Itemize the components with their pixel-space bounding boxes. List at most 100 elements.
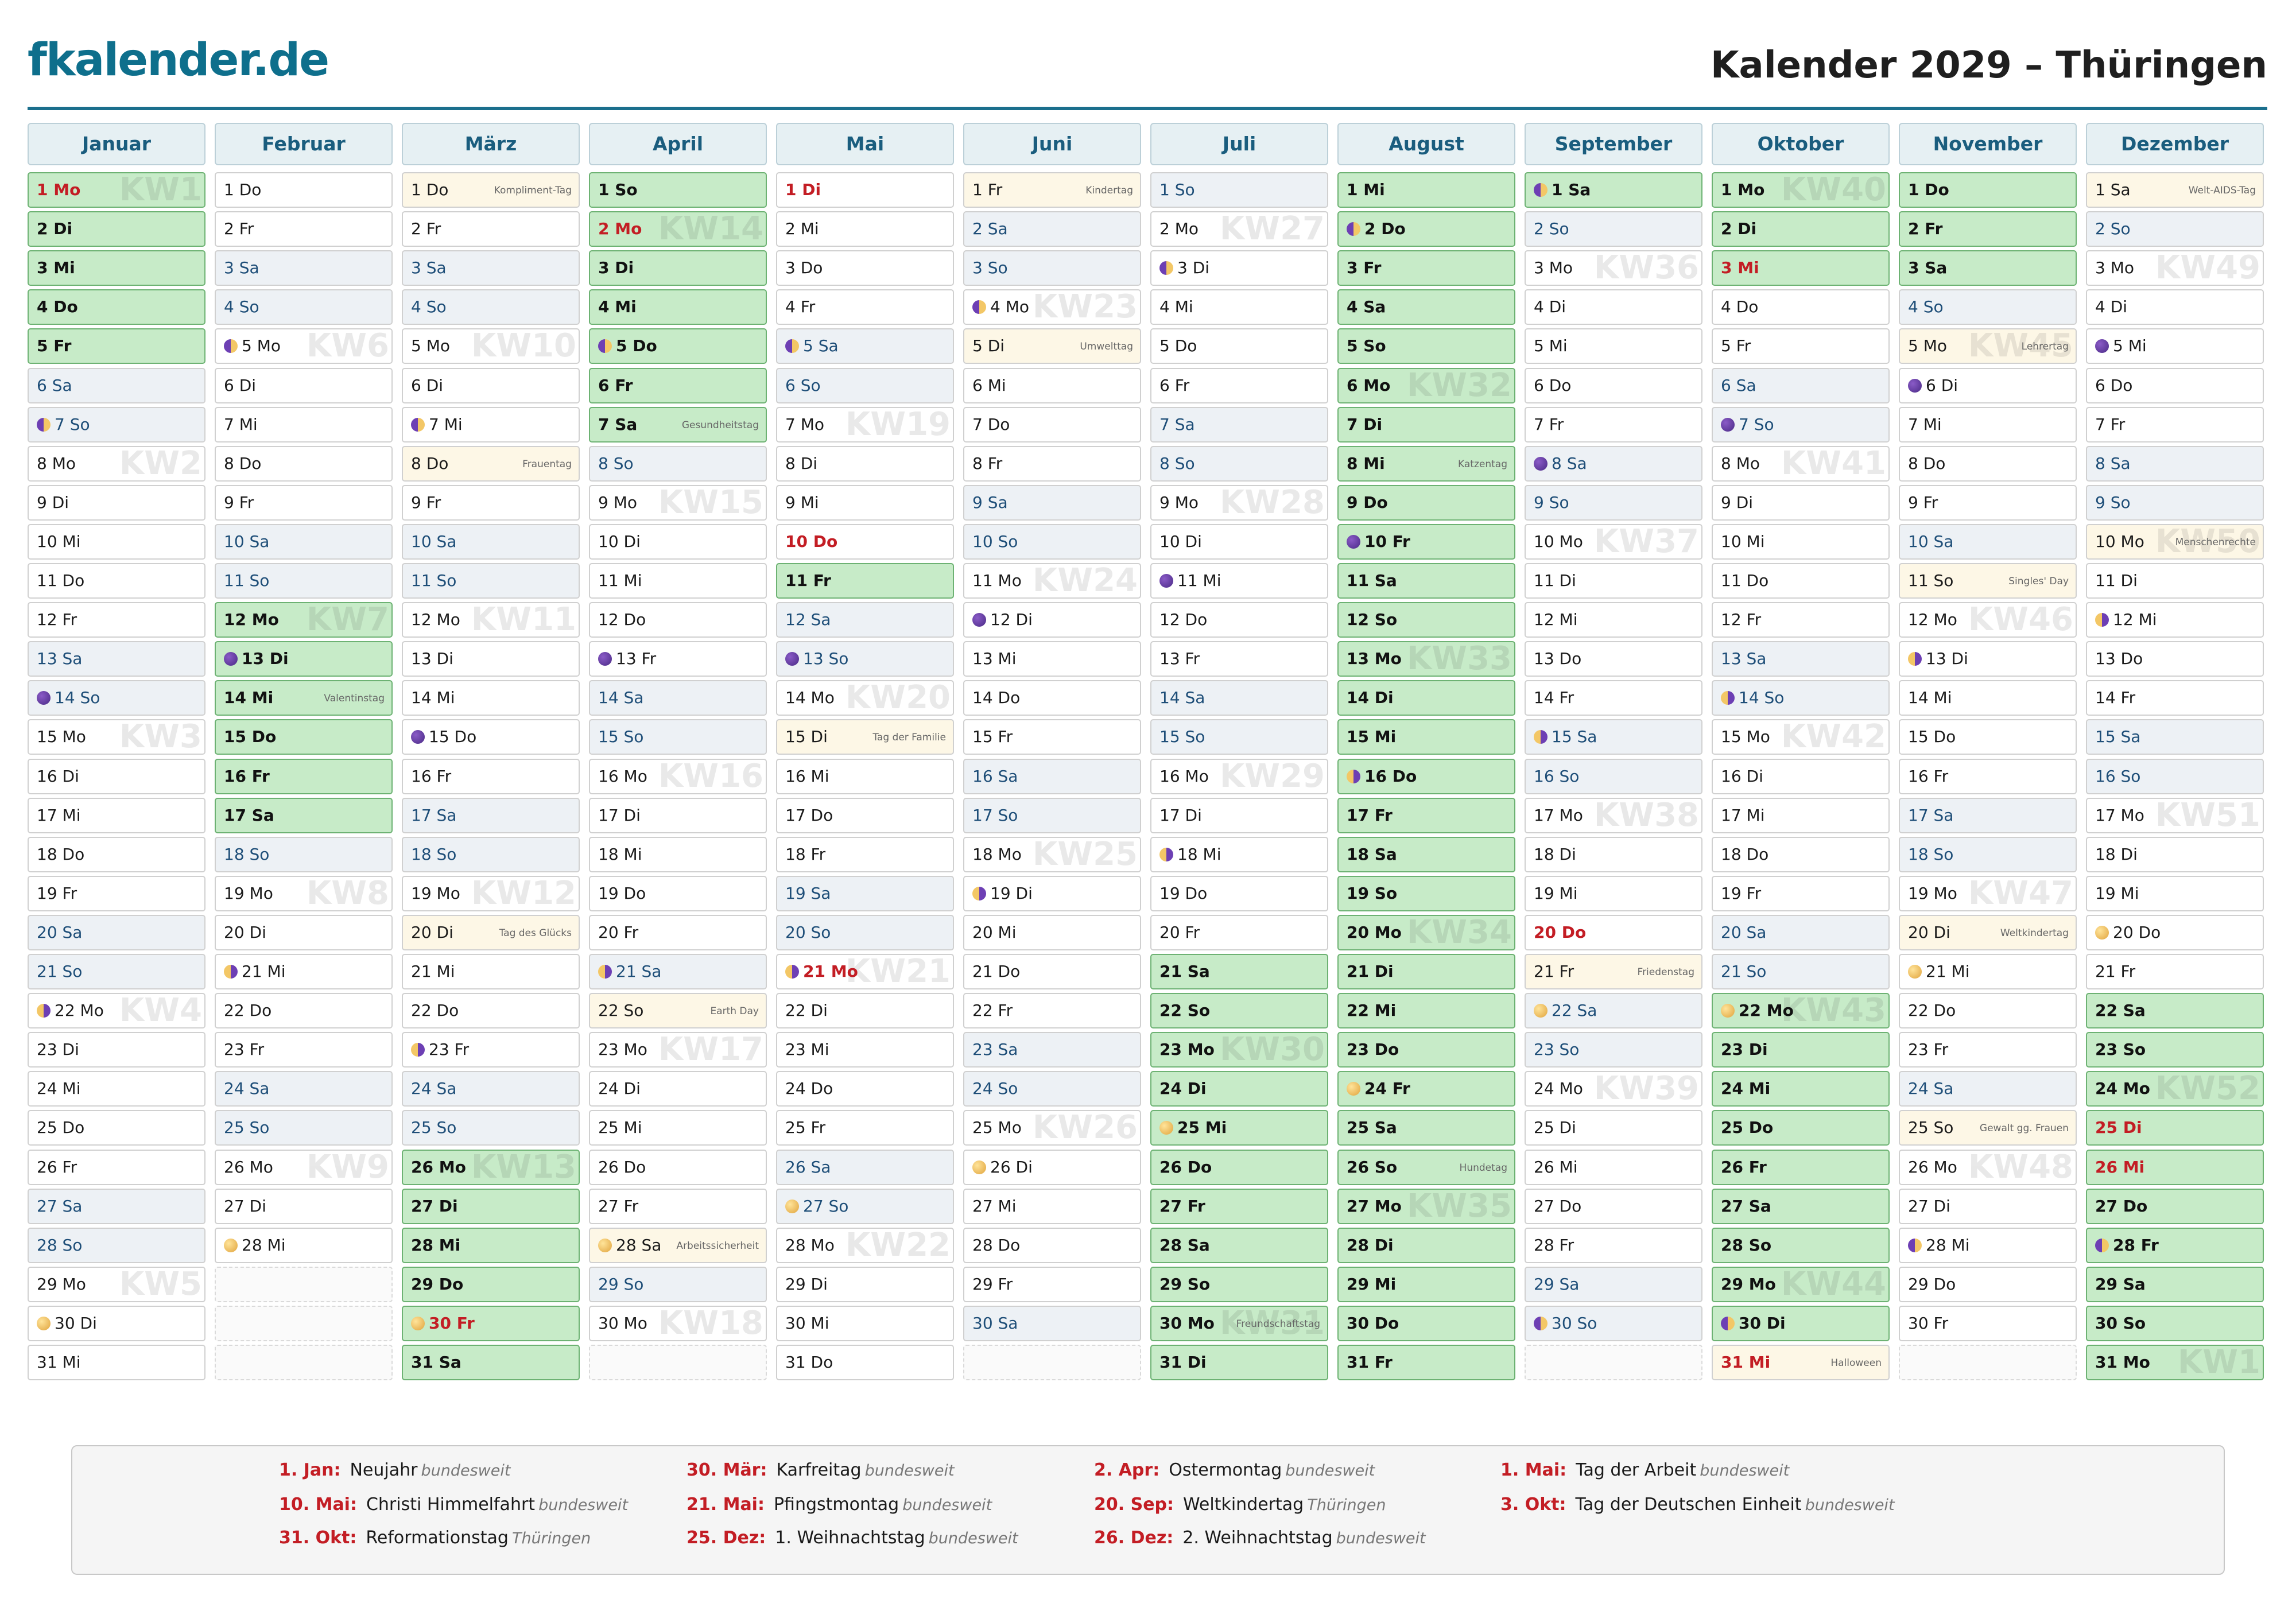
day-cell[interactable]: 24 Fr [1337,1071,1515,1107]
day-cell[interactable]: 27 So [776,1188,954,1224]
day-cell[interactable]: 29 Sa [2086,1266,2264,1302]
day-cell[interactable]: 7 Fr [1525,406,1702,442]
day-cell[interactable]: 3 So [963,250,1141,286]
day-cell[interactable]: 7 Fr [2086,406,2264,442]
day-cell[interactable]: 22 Do [402,993,580,1029]
day-cell[interactable]: 9 Mi [776,484,954,521]
day-cell[interactable]: KW14 2 Mo [589,211,767,247]
day-cell[interactable]: KW49 3 Mo [2086,250,2264,286]
day-cell[interactable]: 22 Do [215,993,393,1029]
day-cell[interactable]: 15 Do [1899,719,2077,755]
day-cell[interactable]: 7 Do [963,406,1141,442]
day-cell[interactable]: 20 Fr [1150,914,1328,950]
day-cell[interactable]: 27 Di [1899,1188,2077,1224]
day-cell[interactable]: 30 Sa [963,1305,1141,1341]
day-cell[interactable]: 9 Fr [215,484,393,521]
day-cell[interactable]: 28 Mi [215,1227,393,1263]
day-cell[interactable]: 11 Di [2086,563,2264,599]
day-cell[interactable]: 12 Di [963,602,1141,638]
day-cell[interactable]: 1 Sa Welt-AIDS-Tag [2086,172,2264,208]
day-cell[interactable]: 18 So [402,836,580,872]
day-cell[interactable]: 20 Di [215,914,393,950]
day-cell[interactable]: 26 Do [1150,1149,1328,1185]
day-cell[interactable]: KW50 10 Mo Menschenrechte [2086,523,2264,560]
day-cell[interactable]: 15 So [1150,719,1328,755]
day-cell[interactable]: 2 Fr [215,211,393,247]
day-cell[interactable]: 29 Mi [1337,1266,1515,1302]
day-cell[interactable]: 20 Sa [1712,914,1890,950]
day-cell[interactable]: 15 Sa [2086,719,2264,755]
day-cell[interactable]: KW42 15 Mo [1712,719,1890,755]
day-cell[interactable]: 14 So [1712,680,1890,716]
day-cell[interactable]: 4 Sa [1337,289,1515,325]
day-cell[interactable]: 13 Di [402,641,580,677]
day-cell[interactable]: 13 Do [2086,641,2264,677]
day-cell[interactable]: KW41 8 Mo [1712,445,1890,482]
day-cell[interactable]: 28 Fr [1525,1227,1702,1263]
day-cell[interactable]: KW46 12 Mo [1899,602,2077,638]
day-cell[interactable]: 8 So [1150,445,1328,482]
day-cell[interactable]: 31 Di [1150,1345,1328,1380]
day-cell[interactable]: 13 Fr [1150,641,1328,677]
day-cell[interactable]: 19 Di [963,875,1141,911]
day-cell[interactable]: KW20 14 Mo [776,680,954,716]
day-cell[interactable]: 15 Mi [1337,719,1515,755]
day-cell[interactable]: 25 Di [1525,1110,1702,1146]
day-cell[interactable]: 10 Sa [215,523,393,560]
day-cell[interactable]: 19 So [1337,875,1515,911]
day-cell[interactable]: KW21 21 Mo [776,954,954,989]
day-cell[interactable]: 24 Di [1150,1071,1328,1107]
day-cell[interactable]: 5 Do [589,328,767,364]
day-cell[interactable]: 9 So [2086,484,2264,521]
day-cell[interactable]: KW45 5 Mo Lehrertag [1899,328,2077,364]
day-cell[interactable]: 6 Sa [1712,367,1890,403]
day-cell[interactable]: 7 Mi [402,406,580,442]
day-cell[interactable]: 2 Di [28,211,205,247]
day-cell[interactable]: 4 So [402,289,580,325]
day-cell[interactable]: 29 Do [402,1266,580,1302]
day-cell[interactable]: 13 Do [1525,641,1702,677]
day-cell[interactable]: 10 So [963,523,1141,560]
day-cell[interactable]: KW1 31 Mo [2086,1345,2264,1380]
day-cell[interactable]: 31 Fr [1337,1345,1515,1380]
day-cell[interactable]: 20 Mi [963,914,1141,950]
day-cell[interactable]: 6 Fr [589,367,767,403]
day-cell[interactable]: 19 Fr [1712,875,1890,911]
day-cell[interactable]: 18 Mi [589,836,767,872]
day-cell[interactable]: 9 Di [1712,484,1890,521]
day-cell[interactable]: 9 Di [28,484,205,521]
day-cell[interactable]: 13 Di [215,641,393,677]
day-cell[interactable]: 22 So [1150,993,1328,1029]
day-cell[interactable]: 23 So [1525,1032,1702,1068]
day-cell[interactable]: 20 Di Tag des Glücks [402,914,580,950]
day-cell[interactable]: KW9 26 Mo [215,1149,393,1185]
day-cell[interactable]: 20 So [776,914,954,950]
day-cell[interactable]: 27 Sa [1712,1188,1890,1224]
day-cell[interactable]: 11 Do [28,563,205,599]
day-cell[interactable]: 27 Do [1525,1188,1702,1224]
day-cell[interactable]: 20 Do [2086,914,2264,950]
day-cell[interactable]: 13 Sa [1712,641,1890,677]
day-cell[interactable]: 1 Do [215,172,393,208]
day-cell[interactable]: 7 Sa [1150,406,1328,442]
day-cell[interactable]: 9 Do [1337,484,1515,521]
day-cell[interactable]: KW38 17 Mo [1525,797,1702,833]
day-cell[interactable]: 20 Sa [28,914,205,950]
day-cell[interactable]: 8 Fr [963,445,1141,482]
day-cell[interactable]: 10 Mi [1712,523,1890,560]
day-cell[interactable]: KW36 3 Mo [1525,250,1702,286]
day-cell[interactable]: 4 So [1899,289,2077,325]
day-cell[interactable]: KW18 30 Mo [589,1305,767,1341]
day-cell[interactable]: 14 Mi [1899,680,2077,716]
day-cell[interactable]: 12 Fr [1712,602,1890,638]
day-cell[interactable]: 17 Di [1150,797,1328,833]
day-cell[interactable]: 3 Sa [1899,250,2077,286]
day-cell[interactable]: KW40 1 Mo [1712,172,1890,208]
day-cell[interactable]: KW52 24 Mo [2086,1071,2264,1107]
day-cell[interactable]: 16 Di [1712,758,1890,794]
day-cell[interactable]: 31 Sa [402,1345,580,1380]
day-cell[interactable]: 22 Mi [1337,993,1515,1029]
day-cell[interactable]: 28 So [1712,1227,1890,1263]
day-cell[interactable]: 16 So [1525,758,1702,794]
day-cell[interactable]: 1 Di [776,172,954,208]
